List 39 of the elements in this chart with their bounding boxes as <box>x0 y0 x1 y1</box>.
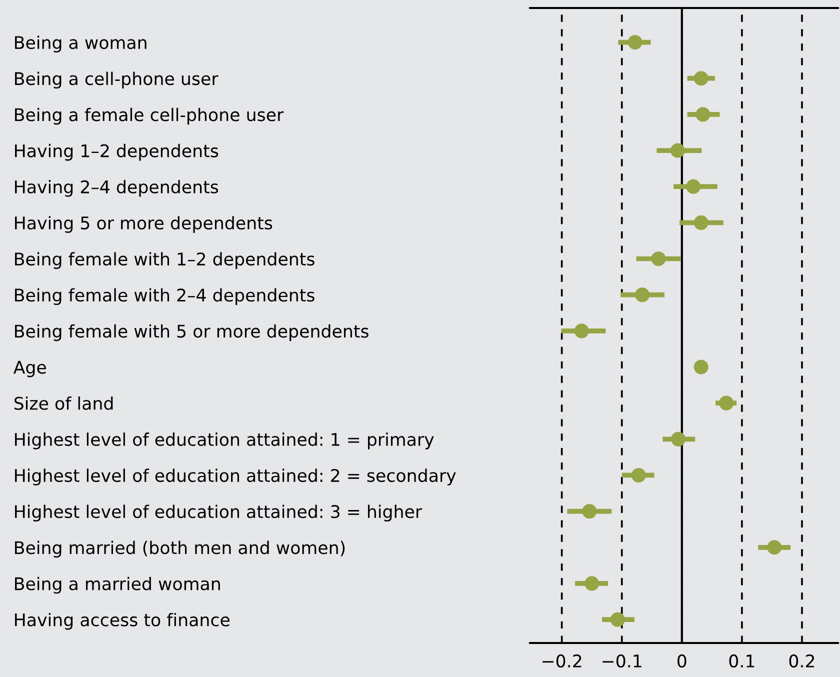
y-tick-label: Being a married woman <box>15 576 220 594</box>
point <box>584 576 600 591</box>
y-tick-label: Highest level of education attained: 2 = secondary <box>15 468 456 486</box>
y-tick-label: Being a woman <box>15 36 146 52</box>
y-tick-label: Being female with 1–2 dependents <box>15 252 314 269</box>
point <box>634 288 650 302</box>
point <box>631 468 646 483</box>
y-tick-label: Being a cell-phone user <box>15 72 218 89</box>
y-tick-label: Size of land <box>14 396 113 410</box>
y-tick-label: Having 5 or more dependents <box>15 216 272 233</box>
y-tick-label: Being married (both men and women) <box>15 540 345 558</box>
y-tick-label: Being female with 5 or more dependents <box>15 324 368 342</box>
y-tick-label: Being a female cell-phone user <box>15 108 284 125</box>
point <box>628 34 642 50</box>
point <box>574 324 589 338</box>
y-tick-label: Having 1–2 dependents <box>15 144 218 161</box>
y-tick-label: Having access to finance <box>15 612 230 630</box>
point <box>767 540 782 555</box>
x-tick-label: 0 <box>678 654 686 668</box>
y-tick-label: Highest level of education attained: 1 = primary <box>15 432 434 450</box>
point <box>670 143 685 158</box>
point <box>671 432 686 446</box>
point <box>719 396 734 410</box>
y-tick-label: Being female with 2–4 dependents <box>15 288 314 306</box>
point <box>610 612 625 627</box>
x-tick-label: 0.1 <box>729 654 754 668</box>
y-tick-label: Having 2–4 dependents <box>15 180 218 197</box>
x-tick-label: 0.2 <box>789 654 814 668</box>
point <box>686 179 701 194</box>
point <box>694 215 708 230</box>
point <box>651 251 666 266</box>
x-tick-label: −0.1 <box>602 654 642 668</box>
y-tick-label: Age <box>13 360 46 378</box>
point <box>696 107 710 122</box>
y-tick-label: Highest level of education attained: 3 = higher <box>15 504 422 522</box>
point <box>582 504 597 519</box>
point <box>694 71 708 86</box>
x-tick-label: −0.2 <box>542 654 582 668</box>
point <box>694 360 708 374</box>
